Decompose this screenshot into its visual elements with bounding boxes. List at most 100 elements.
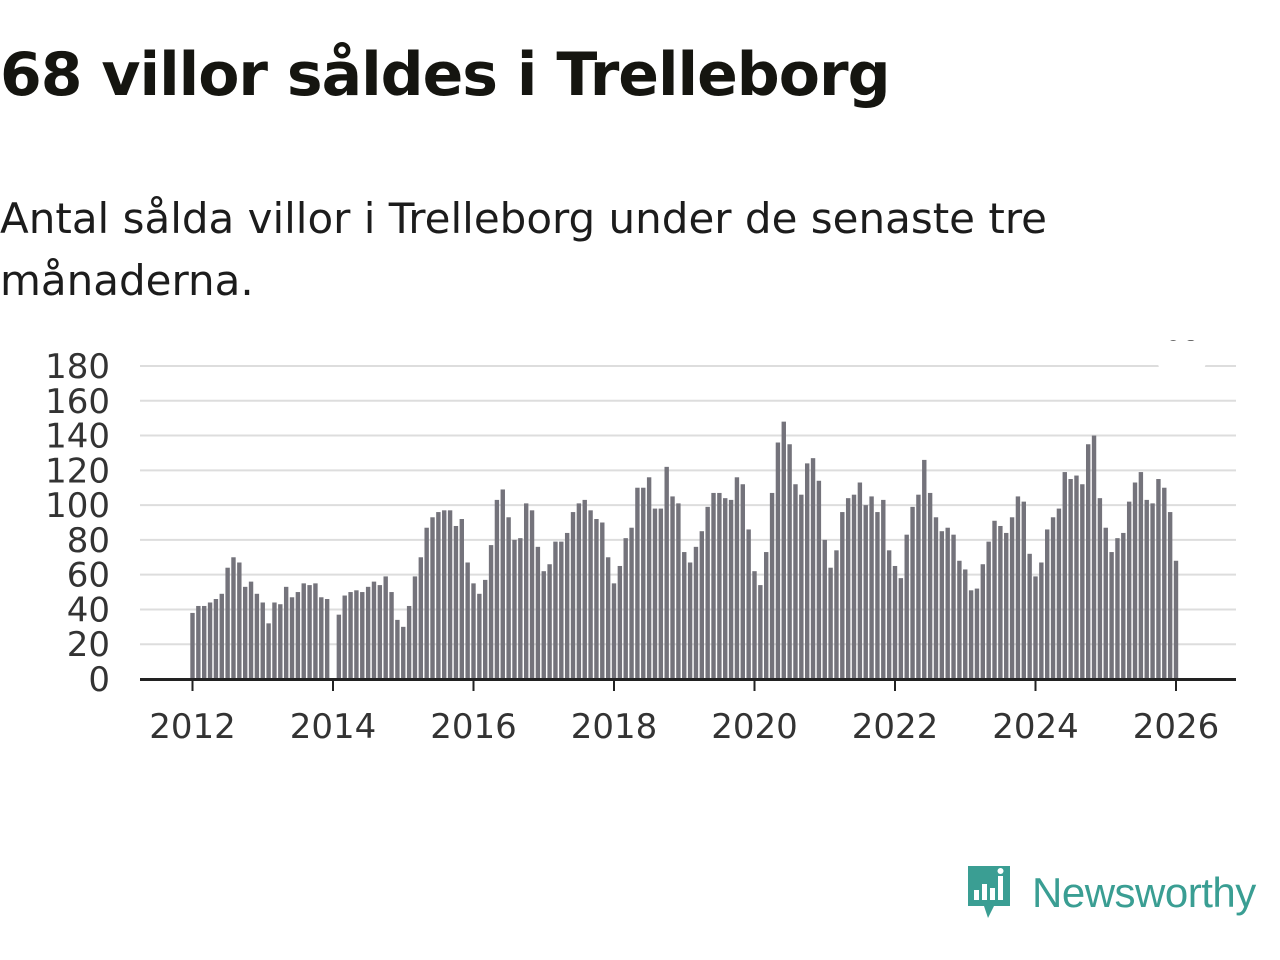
bar bbox=[248, 581, 254, 679]
bar bbox=[1056, 508, 1062, 679]
bar bbox=[787, 444, 792, 679]
bar bbox=[769, 492, 775, 679]
x-tick-label: 2024 bbox=[992, 707, 1079, 747]
y-tick-label: 0 bbox=[88, 660, 110, 700]
bar bbox=[1109, 552, 1114, 679]
bar bbox=[957, 560, 962, 679]
bar bbox=[1173, 560, 1179, 679]
bar bbox=[307, 585, 312, 679]
bar bbox=[693, 546, 699, 679]
y-tick-label: 180 bbox=[45, 347, 110, 387]
bar bbox=[207, 602, 213, 679]
bar bbox=[1027, 553, 1032, 679]
bar bbox=[377, 585, 383, 679]
bar bbox=[886, 550, 892, 679]
bar bbox=[295, 592, 301, 679]
bar bbox=[605, 557, 611, 679]
bar bbox=[289, 597, 295, 679]
bar bbox=[406, 605, 412, 679]
bar bbox=[1162, 487, 1167, 679]
bar bbox=[617, 565, 623, 679]
bar bbox=[892, 565, 898, 679]
x-axis-ticks: 2012 2014 2016 2018 2020 2022 2024 2026 bbox=[149, 679, 1219, 747]
bar bbox=[600, 522, 605, 679]
bar bbox=[219, 593, 224, 679]
bar bbox=[1144, 499, 1149, 679]
x-tick-label: 2020 bbox=[711, 707, 798, 747]
bar bbox=[483, 579, 488, 679]
bar bbox=[1167, 512, 1173, 679]
bar bbox=[506, 517, 511, 679]
bar bbox=[354, 590, 359, 679]
bar bbox=[213, 599, 219, 679]
x-tick-label: 2014 bbox=[290, 707, 377, 747]
bar bbox=[459, 519, 464, 679]
bar bbox=[963, 569, 968, 679]
bar bbox=[1097, 498, 1103, 679]
bar bbox=[1132, 482, 1138, 679]
bar bbox=[992, 520, 997, 679]
bar bbox=[623, 538, 628, 679]
bar bbox=[916, 494, 921, 679]
bar bbox=[641, 487, 646, 679]
bar bbox=[283, 586, 289, 679]
bar bbox=[383, 576, 388, 679]
bar bbox=[840, 512, 845, 679]
bar bbox=[231, 557, 236, 679]
bar bbox=[822, 539, 827, 679]
bar bbox=[851, 494, 857, 679]
x-tick-label: 2022 bbox=[852, 707, 939, 747]
bar bbox=[336, 614, 342, 679]
y-tick-label: 140 bbox=[45, 417, 110, 457]
bar bbox=[436, 512, 441, 679]
bar bbox=[500, 489, 505, 679]
bar bbox=[254, 593, 260, 679]
bar bbox=[1150, 503, 1155, 679]
bar bbox=[418, 557, 424, 679]
bar bbox=[360, 592, 365, 679]
bar bbox=[910, 506, 915, 679]
bar bbox=[471, 583, 476, 679]
newsworthy-logo[interactable]: Newsworthy bbox=[964, 862, 1256, 924]
bar bbox=[687, 562, 693, 679]
bar bbox=[1033, 576, 1038, 679]
bar bbox=[594, 519, 599, 679]
bar bbox=[1015, 496, 1021, 679]
bar bbox=[1138, 472, 1144, 679]
bar bbox=[881, 499, 886, 679]
bar bbox=[945, 527, 950, 679]
bar bbox=[1009, 517, 1015, 679]
bar bbox=[313, 583, 318, 679]
bar bbox=[863, 505, 868, 679]
chart-subtitle: Antal sålda villor i Trelleborg under de… bbox=[0, 194, 1048, 305]
bar bbox=[324, 599, 330, 679]
bar bbox=[1045, 529, 1050, 679]
bar bbox=[453, 525, 459, 679]
bar bbox=[541, 571, 546, 679]
bar bbox=[734, 477, 740, 679]
bar bbox=[974, 588, 980, 679]
bar bbox=[559, 541, 564, 679]
bar bbox=[793, 484, 798, 679]
bar bbox=[740, 484, 745, 679]
bar bbox=[237, 562, 242, 679]
bar bbox=[717, 492, 722, 679]
bar bbox=[951, 534, 956, 679]
bar bbox=[646, 477, 652, 679]
bar bbox=[810, 458, 816, 679]
bar bbox=[758, 585, 763, 679]
bar bbox=[494, 499, 500, 679]
x-tick-label: 2026 bbox=[1133, 707, 1220, 747]
bar bbox=[301, 583, 306, 679]
chart-title: 68 villor såldes i Trelleborg bbox=[0, 40, 891, 110]
bar bbox=[705, 506, 710, 679]
bar bbox=[1091, 435, 1097, 679]
bar bbox=[670, 496, 675, 679]
bar bbox=[1021, 501, 1026, 679]
bar bbox=[828, 567, 833, 679]
bar bbox=[635, 487, 640, 679]
bar bbox=[980, 564, 986, 679]
bar bbox=[904, 534, 909, 679]
y-tick-label: 80 bbox=[67, 521, 110, 561]
